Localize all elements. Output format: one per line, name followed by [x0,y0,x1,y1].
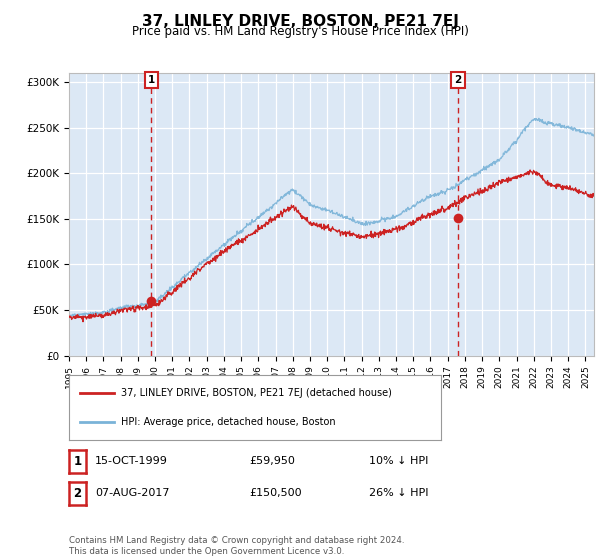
Text: Contains HM Land Registry data © Crown copyright and database right 2024.
This d: Contains HM Land Registry data © Crown c… [69,536,404,556]
Text: 26% ↓ HPI: 26% ↓ HPI [369,488,428,498]
Text: 1: 1 [73,455,82,468]
Text: 37, LINLEY DRIVE, BOSTON, PE21 7EJ: 37, LINLEY DRIVE, BOSTON, PE21 7EJ [142,14,458,29]
Text: 15-OCT-1999: 15-OCT-1999 [95,456,167,466]
Text: £59,950: £59,950 [249,456,295,466]
Text: 37, LINLEY DRIVE, BOSTON, PE21 7EJ (detached house): 37, LINLEY DRIVE, BOSTON, PE21 7EJ (deta… [121,388,392,398]
Text: £150,500: £150,500 [249,488,302,498]
Text: 2: 2 [73,487,82,500]
Text: 10% ↓ HPI: 10% ↓ HPI [369,456,428,466]
Text: 1: 1 [148,75,155,85]
Text: 07-AUG-2017: 07-AUG-2017 [95,488,169,498]
Text: 2: 2 [454,75,461,85]
Text: Price paid vs. HM Land Registry's House Price Index (HPI): Price paid vs. HM Land Registry's House … [131,25,469,38]
Text: HPI: Average price, detached house, Boston: HPI: Average price, detached house, Bost… [121,417,336,427]
